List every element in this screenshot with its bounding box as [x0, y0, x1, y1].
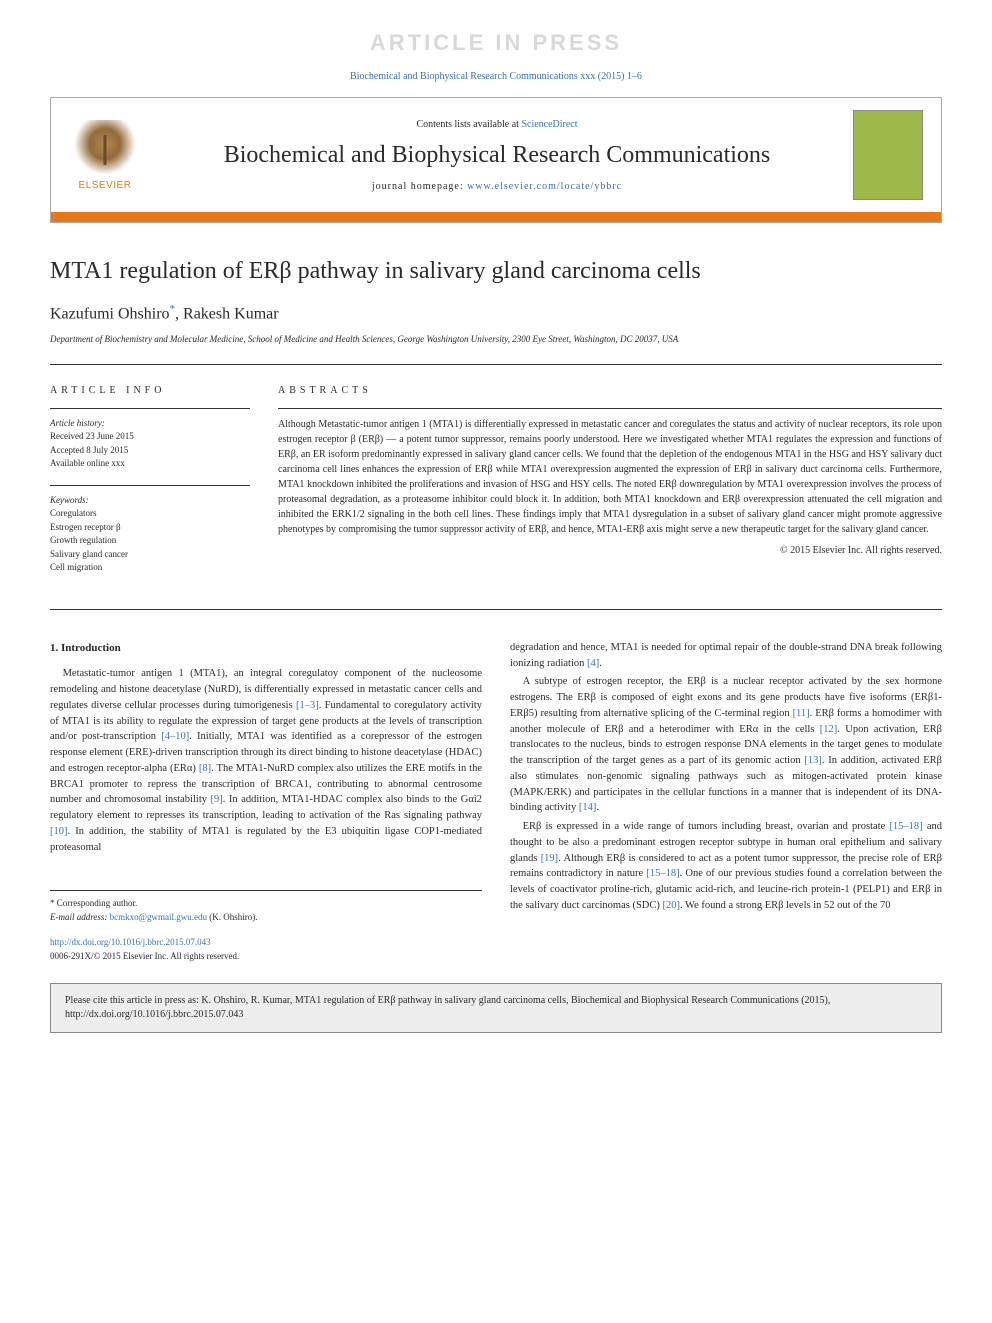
cite-this-article-box: Please cite this article in press as: K.…: [50, 983, 942, 1033]
body-col-right: degradation and hence, MTA1 is needed fo…: [510, 640, 942, 964]
affiliation: Department of Biochemistry and Molecular…: [50, 333, 942, 346]
history-received: Received 23 June 2015: [50, 430, 250, 444]
corresponding-author-note: * Corresponding author.: [50, 897, 482, 911]
top-citation-link[interactable]: Biochemical and Biophysical Research Com…: [50, 71, 942, 82]
journal-header-box: ELSEVIER Contents lists available at Sci…: [50, 97, 942, 223]
reference-link[interactable]: [10]: [50, 826, 68, 837]
email-name: (K. Ohshiro).: [207, 912, 258, 922]
reference-link[interactable]: [14]: [579, 802, 597, 813]
contents-avail-text: Contents lists available at: [416, 119, 521, 130]
reference-link[interactable]: [4–10]: [161, 731, 189, 742]
reference-link[interactable]: [13]: [804, 755, 822, 766]
abstract-copyright: © 2015 Elsevier Inc. All rights reserved…: [278, 543, 942, 558]
abstract-body: Although Metastatic-tumor antigen 1 (MTA…: [278, 417, 942, 537]
divider: [50, 364, 942, 365]
keyword: Cell migration: [50, 561, 250, 575]
reference-link[interactable]: [8]: [199, 763, 211, 774]
reference-link[interactable]: [15–18]: [889, 821, 922, 832]
orange-divider-bar: [51, 212, 941, 222]
paragraph: ERβ is expressed in a wide range of tumo…: [510, 819, 942, 914]
sciencedirect-link[interactable]: ScienceDirect: [521, 119, 577, 130]
keyword: Salivary gland cancer: [50, 548, 250, 562]
journal-homepage: journal homepage: www.elsevier.com/locat…: [141, 181, 853, 192]
reference-link[interactable]: [20]: [663, 900, 681, 911]
article-info-column: ARTICLE INFO Article history: Received 2…: [50, 383, 250, 589]
section-heading-introduction: 1. Introduction: [50, 640, 482, 657]
reference-link[interactable]: [9]: [211, 794, 223, 805]
article-title: MTA1 regulation of ERβ pathway in saliva…: [50, 258, 942, 285]
doi-line: http://dx.doi.org/10.1016/j.bbrc.2015.07…: [50, 936, 482, 950]
paragraph: A subtype of estrogen receptor, the ERβ …: [510, 674, 942, 816]
elsevier-logo: ELSEVIER: [69, 115, 141, 195]
paragraph: Metastatic-tumor antigen 1 (MTA1), an in…: [50, 666, 482, 855]
keyword: Growth regulation: [50, 534, 250, 548]
abstract-heading: ABSTRACTS: [278, 383, 942, 398]
keyword: Estrogen receptor β: [50, 521, 250, 535]
article-info-heading: ARTICLE INFO: [50, 383, 250, 398]
article-history-label: Article history:: [50, 417, 250, 431]
keywords-label: Keywords:: [50, 494, 250, 508]
keyword: Coregulators: [50, 507, 250, 521]
history-online: Available online xxx: [50, 457, 250, 471]
rights-line: 0006-291X/© 2015 Elsevier Inc. All right…: [50, 950, 482, 964]
email-line: E-mail address: bcmkxo@gwmail.gwu.edu (K…: [50, 911, 482, 925]
article-in-press-watermark: ARTICLE IN PRESS: [50, 30, 942, 56]
homepage-link[interactable]: www.elsevier.com/locate/ybbrc: [467, 181, 622, 192]
reference-link[interactable]: [15–18]: [646, 868, 679, 879]
doi-link[interactable]: http://dx.doi.org/10.1016/j.bbrc.2015.07…: [50, 937, 211, 947]
abstract-column: ABSTRACTS Although Metastatic-tumor anti…: [278, 383, 942, 589]
reference-link[interactable]: [11]: [793, 708, 810, 719]
reference-link[interactable]: [1–3]: [296, 700, 319, 711]
body-two-column: 1. Introduction Metastatic-tumor antigen…: [50, 640, 942, 964]
footnotes: * Corresponding author. E-mail address: …: [50, 890, 482, 924]
journal-name: Biochemical and Biophysical Research Com…: [141, 142, 853, 169]
reference-link[interactable]: [4]: [587, 658, 599, 669]
paragraph: degradation and hence, MTA1 is needed fo…: [510, 640, 942, 672]
homepage-label: journal homepage:: [372, 181, 467, 192]
author-1: Kazufumi Ohshiro: [50, 305, 170, 322]
author-sep: ,: [175, 305, 183, 322]
reference-link[interactable]: [19]: [541, 853, 559, 864]
contents-available: Contents lists available at ScienceDirec…: [141, 119, 853, 130]
email-link[interactable]: bcmkxo@gwmail.gwu.edu: [110, 912, 207, 922]
reference-link[interactable]: [12]: [820, 724, 838, 735]
journal-cover-thumbnail: [853, 110, 923, 200]
author-2: Rakesh Kumar: [183, 305, 279, 322]
elsevier-label: ELSEVIER: [79, 180, 132, 191]
body-col-left: 1. Introduction Metastatic-tumor antigen…: [50, 640, 482, 964]
elsevier-tree-icon: [69, 120, 141, 180]
divider: [50, 609, 942, 610]
email-label: E-mail address:: [50, 912, 110, 922]
authors-line: Kazufumi Ohshiro*, Rakesh Kumar: [50, 303, 942, 323]
history-accepted: Accepted 8 July 2015: [50, 444, 250, 458]
